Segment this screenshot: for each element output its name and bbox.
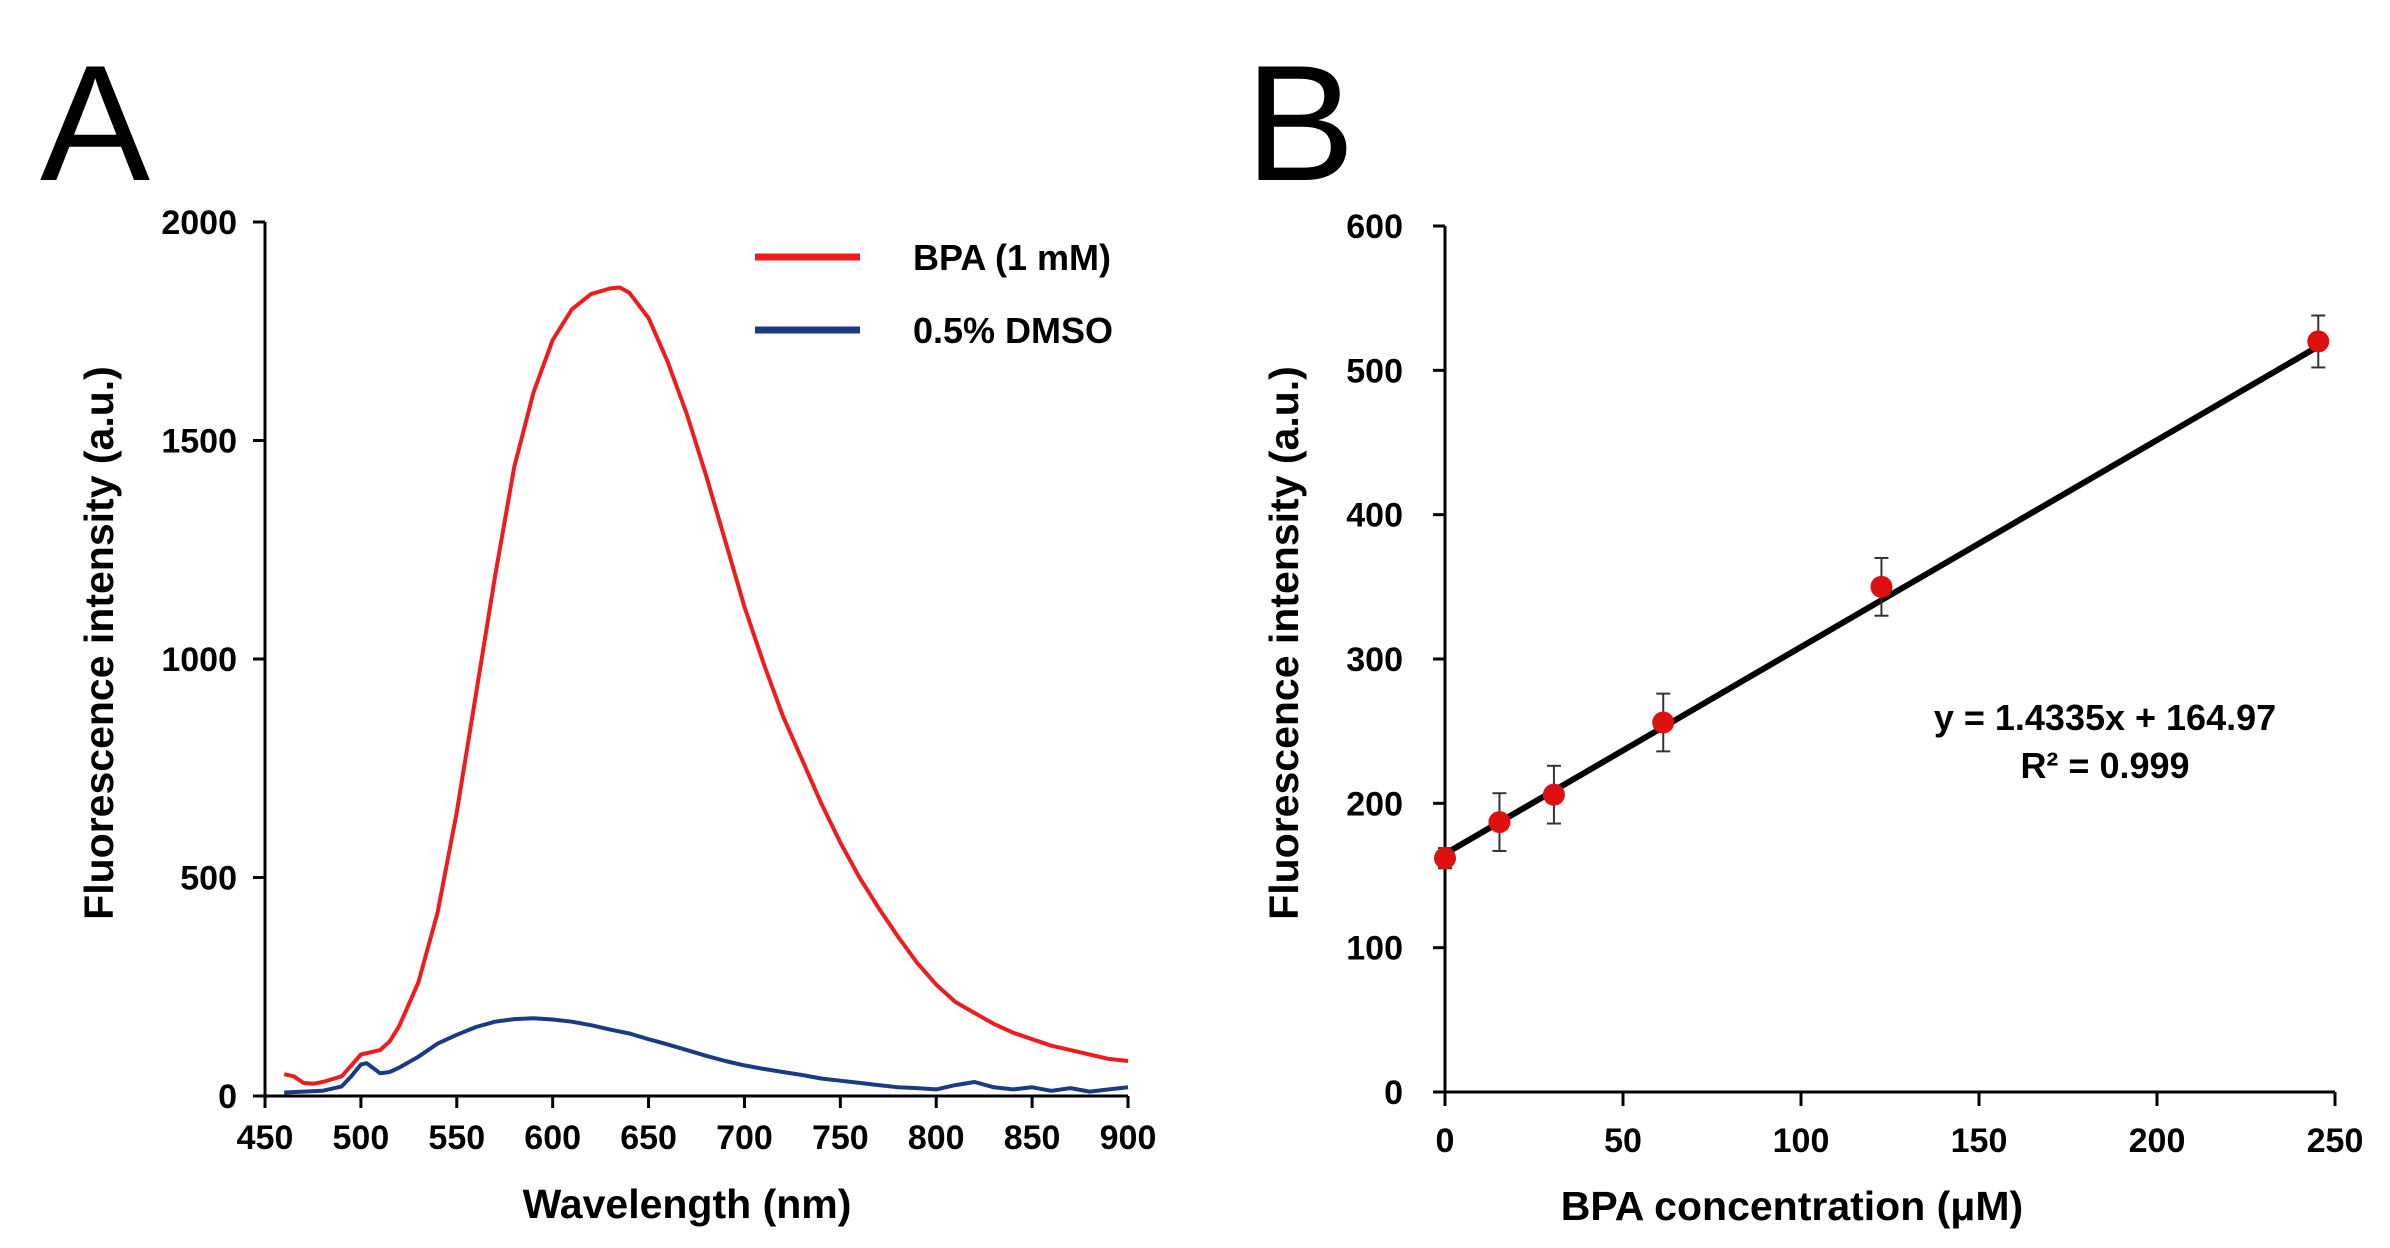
panel-b-x-tick-label: 0 bbox=[1436, 1122, 1455, 1160]
panel-a-y-tick-label: 2000 bbox=[161, 204, 237, 242]
panel-b-y-tick-label: 500 bbox=[1346, 352, 1403, 390]
legend-label-dmso: 0.5% DMSO bbox=[913, 310, 1113, 351]
panel-a-x-tick-label: 500 bbox=[333, 1119, 390, 1157]
panel-a-x-tick-label: 900 bbox=[1100, 1119, 1157, 1157]
panel-b-axes bbox=[1443, 226, 2335, 1094]
panel-b-r-squared: R² = 0.999 bbox=[2020, 745, 2189, 786]
panel-a-x-tick-label: 700 bbox=[716, 1119, 773, 1157]
panel-a-chart: 0 500 1000 1500 2000 450 500 550 600 650 700 750 800… bbox=[76, 204, 1156, 1227]
panel-b-x-tick-label: 100 bbox=[1773, 1122, 1830, 1160]
panel-a-series-lines bbox=[283, 285, 1129, 1095]
panel-b-y-tick-label: 400 bbox=[1346, 497, 1403, 535]
panel-b-data-point bbox=[1652, 711, 1675, 734]
panel-b-x-axis-label: BPA concentration (μM) bbox=[1561, 1183, 2023, 1229]
panel-a-y-tick-label: 500 bbox=[180, 860, 237, 898]
panel-b-data-points bbox=[1434, 330, 2330, 870]
panel-a-x-tick-label: 550 bbox=[428, 1119, 485, 1157]
panel-a-letter: A bbox=[40, 31, 150, 215]
panel-b-x-tick-label: 150 bbox=[1951, 1122, 2008, 1160]
panel-b-data-point bbox=[2307, 330, 2330, 353]
panel-b-letter: B bbox=[1245, 31, 1355, 215]
panel-a-series-line-bpa bbox=[283, 285, 1129, 1086]
panel-a-y-tick-label: 1500 bbox=[161, 423, 237, 461]
panel-b-y-tick-label: 600 bbox=[1346, 208, 1403, 246]
panel-b-data-point bbox=[1434, 847, 1456, 870]
panel-b-y-tick-label: 0 bbox=[1384, 1074, 1403, 1112]
panel-a-x-tick-label: 750 bbox=[812, 1119, 869, 1157]
panel-b-y-tick-label: 300 bbox=[1346, 641, 1403, 679]
panel-b-x-tick-label: 200 bbox=[2129, 1122, 2186, 1160]
panel-b-equation: y = 1.4335x + 164.97 bbox=[1934, 697, 2276, 738]
panel-a-x-tick-label: 850 bbox=[1004, 1119, 1061, 1157]
panel-b-y-axis-label: Fluorescence intensity (a.u.) bbox=[1261, 366, 1307, 920]
panel-a-axes bbox=[263, 222, 1128, 1098]
panel-b-y-tick-label: 200 bbox=[1346, 785, 1403, 823]
panel-a-y-axis-label: Fluorescence intensity (a.u.) bbox=[76, 366, 122, 920]
panel-b-y-tick-label: 100 bbox=[1346, 930, 1403, 968]
panel-a-ticks: 0 500 1000 1500 2000 450 500 550 600 650 700 750 800… bbox=[161, 204, 1156, 1157]
panel-b-chart: 0 100 200 300 400 500 600 0 50 100 150 200 250 BPA c… bbox=[1261, 208, 2363, 1229]
legend-label-bpa: BPA (1 mM) bbox=[913, 237, 1111, 278]
panel-a-x-tick-label: 800 bbox=[908, 1119, 965, 1157]
panel-b-x-tick-label: 50 bbox=[1604, 1122, 1642, 1160]
panel-a-x-tick-label: 650 bbox=[620, 1119, 677, 1157]
panel-b-data-point bbox=[1870, 575, 1893, 598]
panel-b-data-point bbox=[1542, 783, 1565, 806]
panel-a-y-tick-label: 1000 bbox=[161, 641, 237, 679]
panel-b-ticks: 0 100 200 300 400 500 600 0 50 100 150 200 250 bbox=[1346, 208, 2363, 1160]
panel-a-x-tick-label: 600 bbox=[524, 1119, 581, 1157]
panel-a-legend: BPA (1 mM) 0.5% DMSO bbox=[755, 237, 1113, 351]
panel-a-series-line-dmso bbox=[284, 1016, 1129, 1095]
panel-b-data-point bbox=[1488, 811, 1511, 834]
panel-a-y-tick-label: 0 bbox=[218, 1078, 237, 1116]
panel-a-x-tick-label: 450 bbox=[237, 1119, 294, 1157]
panel-a-x-axis-label: Wavelength (nm) bbox=[523, 1181, 852, 1227]
panel-b-x-tick-label: 250 bbox=[2307, 1122, 2364, 1160]
